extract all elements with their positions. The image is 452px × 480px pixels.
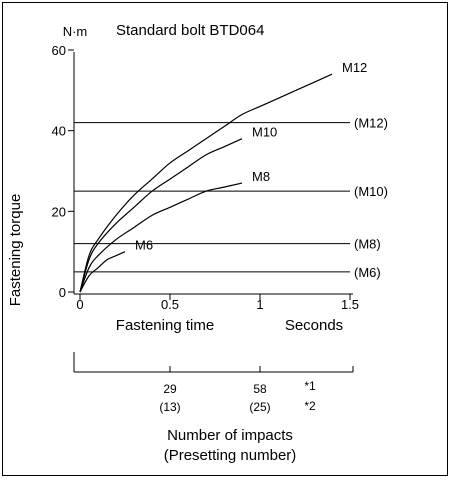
reference-line-label: (M10) [354, 184, 388, 199]
impacts-tick-preset: (25) [249, 400, 270, 414]
impacts-note-2: *2 [304, 399, 316, 413]
series-line-m12 [79, 73, 333, 293]
series-line-m8 [79, 182, 243, 293]
reference-line-label: (M8) [354, 237, 381, 252]
x-tick-label: 0 [76, 297, 83, 312]
y-tick-label: 60 [52, 43, 66, 58]
y-tick-label: 20 [52, 204, 66, 219]
x-tick-label: 1.5 [341, 297, 359, 312]
impacts-tick-preset: (13) [159, 400, 180, 414]
y-tick-label: 0 [59, 285, 66, 300]
x-axis-label: Fastening time [116, 317, 214, 334]
chart-title: Standard bolt BTD064 [116, 22, 264, 39]
series-label-m12: M12 [342, 60, 367, 75]
impacts-tick-value: 58 [253, 382, 267, 396]
x-unit-label: Seconds [285, 317, 343, 334]
impacts-title: Number of impacts [167, 427, 293, 444]
x-tick-label: 0.5 [161, 297, 179, 312]
chart-frame [2, 2, 448, 476]
reference-line-label: (M6) [354, 265, 381, 280]
x-tick-label: 1 [256, 297, 263, 312]
y-unit-label: N·m [63, 24, 88, 39]
series-label-m10: M10 [252, 125, 277, 140]
series-line-m6 [79, 251, 126, 293]
impacts-note-1: *1 [304, 379, 316, 393]
series-line-m10 [79, 138, 243, 293]
series-label-m8: M8 [252, 169, 270, 184]
y-tick-label: 40 [52, 124, 66, 139]
y-axis-label: Fastening torque [7, 194, 24, 307]
impacts-tick-value: 29 [163, 382, 177, 396]
impacts-subtitle: (Presetting number) [164, 447, 297, 464]
reference-line-label: (M12) [354, 116, 388, 131]
series-label-m6: M6 [135, 238, 153, 253]
